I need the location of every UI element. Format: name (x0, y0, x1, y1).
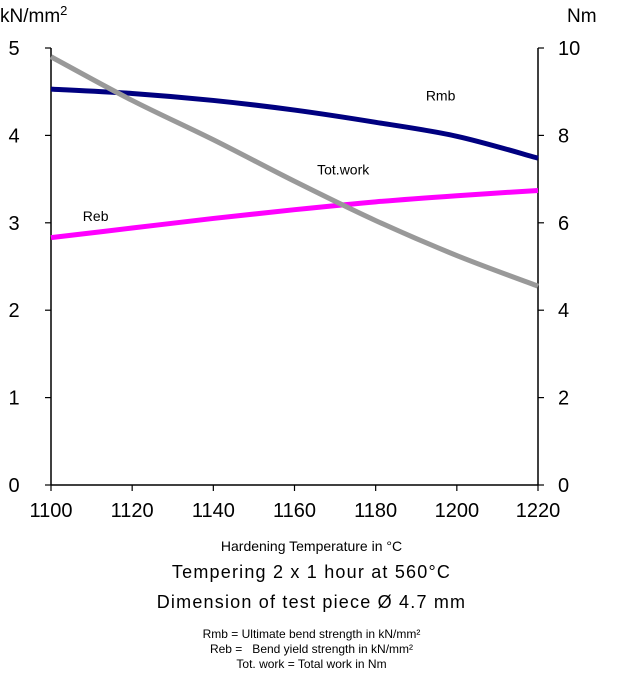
y-left-tick-label: 0 (8, 475, 19, 497)
series-label-rmb: Rmb (426, 87, 456, 103)
y-right-unit: Nm (567, 6, 597, 27)
x-tick-label: 1120 (111, 500, 154, 522)
y-left-tick-label: 5 (8, 38, 19, 60)
legend-rmb: Rmb = Ultimate bend strength in kN/mm² (202, 627, 421, 641)
axes (50, 48, 539, 486)
tempering-caption: Tempering 2 x 1 hour at 560°C (171, 562, 452, 582)
series-line-reb (50, 187, 539, 241)
x-tick-label: 1100 (29, 500, 72, 522)
series-line-rmb (50, 86, 539, 161)
y-right-tick-label: 6 (558, 213, 569, 235)
ticks: 1100 1120 1140 1160 1180 1200 1220 0 1 2 3 4 5 0 2 4 6 8 1… (8, 38, 580, 522)
y-right-tick-label: 8 (558, 125, 569, 147)
x-tick-label: 1160 (273, 500, 316, 522)
y-right-tick-label: 10 (558, 38, 580, 60)
x-tick-label: 1200 (435, 500, 480, 522)
legend-tot: Tot. work = Total work in Nm (236, 657, 387, 671)
series-label-tot-work: Tot.work (317, 162, 370, 178)
x-tick-label: 1140 (192, 500, 235, 522)
x-tick-label: 1220 (516, 500, 561, 522)
series-layer (49, 54, 539, 289)
series-labels: Rmb Tot.work Reb (83, 87, 456, 224)
chart: 1100 1120 1140 1160 1180 1200 1220 0 1 2 3 4 5 0 2 4 6 8 1… (0, 3, 597, 522)
y-left-tick-label: 1 (8, 388, 19, 410)
legend-reb: Reb = Bend yield strength in kN/mm² (209, 642, 414, 656)
y-right-tick-label: 2 (558, 388, 569, 410)
series-label-reb: Reb (83, 208, 109, 224)
y-left-tick-label: 4 (8, 125, 19, 147)
x-axis-label: Hardening Temperature in °C (220, 538, 403, 554)
y-right-tick-label: 4 (558, 300, 569, 322)
y-left-tick-label: 3 (8, 213, 19, 235)
series-line-tot-work (49, 54, 539, 289)
y-left-unit: kN/mm2 (0, 3, 67, 27)
x-tick-label: 1180 (354, 500, 397, 522)
dimension-caption: Dimension of test piece Ø 4.7 mm (156, 592, 467, 612)
legend: Rmb = Ultimate bend strength in kN/mm² R… (0, 627, 623, 672)
y-left-tick-label: 2 (8, 300, 19, 322)
y-right-tick-label: 0 (558, 475, 569, 497)
